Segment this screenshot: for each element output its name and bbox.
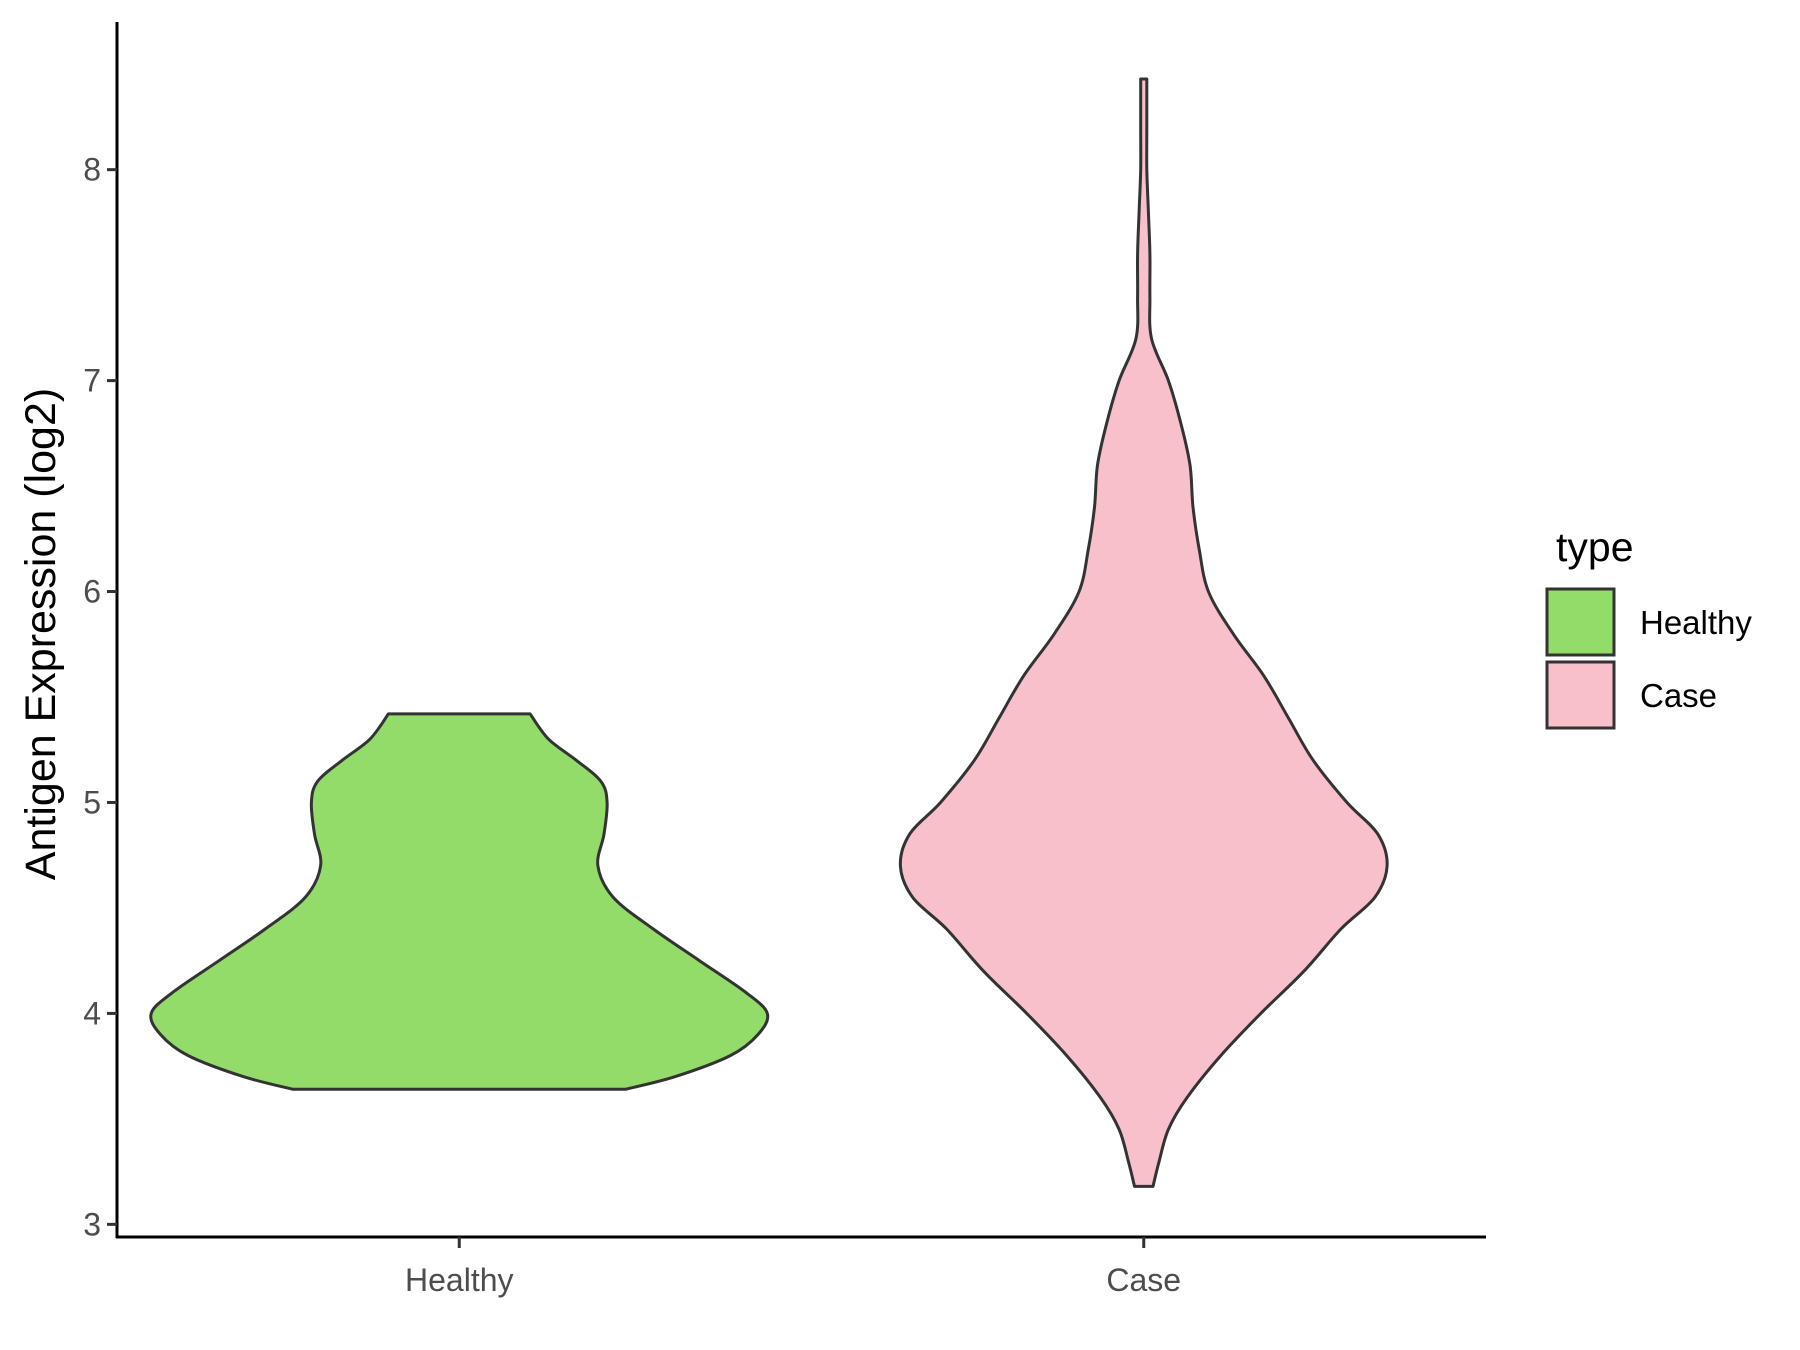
y-tick-label: 4 bbox=[83, 995, 101, 1031]
legend-title: type bbox=[1556, 524, 1634, 570]
legend-items: Healthy Case bbox=[1545, 587, 1752, 730]
y-tick-label: 3 bbox=[83, 1206, 101, 1242]
x-tick-label: Healthy bbox=[405, 1262, 514, 1298]
legend-label-case: Case bbox=[1640, 677, 1717, 714]
y-tick-label: 6 bbox=[83, 574, 101, 610]
legend-swatch-healthy bbox=[1545, 587, 1616, 657]
violin-healthy bbox=[149, 712, 770, 1091]
x-ticks: Healthy Case bbox=[405, 1237, 1181, 1298]
y-axis-title: Antigen Expression (log2) bbox=[17, 388, 65, 880]
y-tick-label: 5 bbox=[83, 784, 101, 820]
legend-label-healthy: Healthy bbox=[1640, 604, 1752, 641]
legend-swatch-case bbox=[1545, 660, 1616, 730]
violins-layer bbox=[149, 77, 1389, 1188]
y-tick-label: 7 bbox=[83, 363, 101, 399]
legend: type Healthy Case bbox=[1545, 524, 1752, 730]
x-tick-label: Case bbox=[1106, 1262, 1181, 1298]
y-tick-label: 8 bbox=[83, 152, 101, 188]
y-ticks: 3 4 5 6 7 8 bbox=[83, 152, 117, 1242]
violin-case bbox=[898, 77, 1389, 1188]
